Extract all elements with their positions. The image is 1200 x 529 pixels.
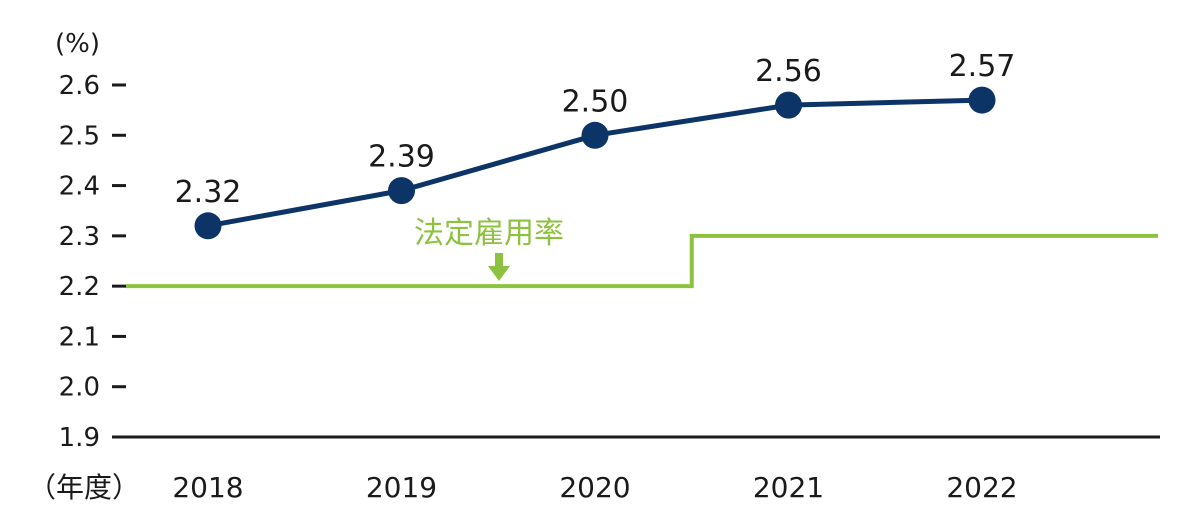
data-point [581, 121, 609, 149]
legal-rate-label: 法定雇用率 [414, 216, 564, 251]
data-label: 2.50 [562, 84, 629, 119]
data-point [775, 91, 802, 119]
data-labels: 2.32 2.39 2.50 2.56 2.57 [175, 49, 1016, 210]
y-tick-label: 2.3 [59, 222, 100, 252]
x-tick-label: 2022 [946, 471, 1017, 504]
data-label: 2.39 [368, 140, 435, 175]
x-tick-label: 2021 [753, 471, 824, 504]
data-point [388, 177, 415, 205]
x-tick-label: 2020 [559, 471, 630, 504]
data-points [194, 86, 996, 240]
y-tick-label: 1.9 [59, 423, 100, 453]
y-axis: 1.9 2.0 2.1 2.2 2.3 2.4 2.5 2.6 [59, 71, 126, 453]
y-tick-label: 2.2 [59, 272, 100, 302]
legal-rate-arrow-icon [488, 253, 510, 281]
data-point [194, 212, 222, 240]
x-unit-label: （年度） [28, 471, 140, 504]
y-tick-label: 2.6 [59, 71, 100, 101]
y-tick-label: 2.0 [59, 373, 100, 403]
x-tick-labels: 2018 2019 2020 2021 2022 [172, 471, 1017, 504]
x-tick-label: 2019 [366, 471, 437, 504]
data-label: 2.57 [949, 49, 1016, 84]
y-tick-label: 2.4 [59, 172, 100, 202]
y-tick-label: 2.5 [59, 121, 100, 151]
data-point [968, 86, 996, 114]
legal-rate-line [126, 233, 1158, 289]
x-tick-label: 2018 [172, 471, 243, 504]
y-unit-label: (%) [55, 29, 100, 59]
data-label: 2.56 [755, 54, 822, 89]
data-label: 2.32 [175, 175, 242, 210]
y-tick-label: 2.1 [59, 322, 100, 352]
